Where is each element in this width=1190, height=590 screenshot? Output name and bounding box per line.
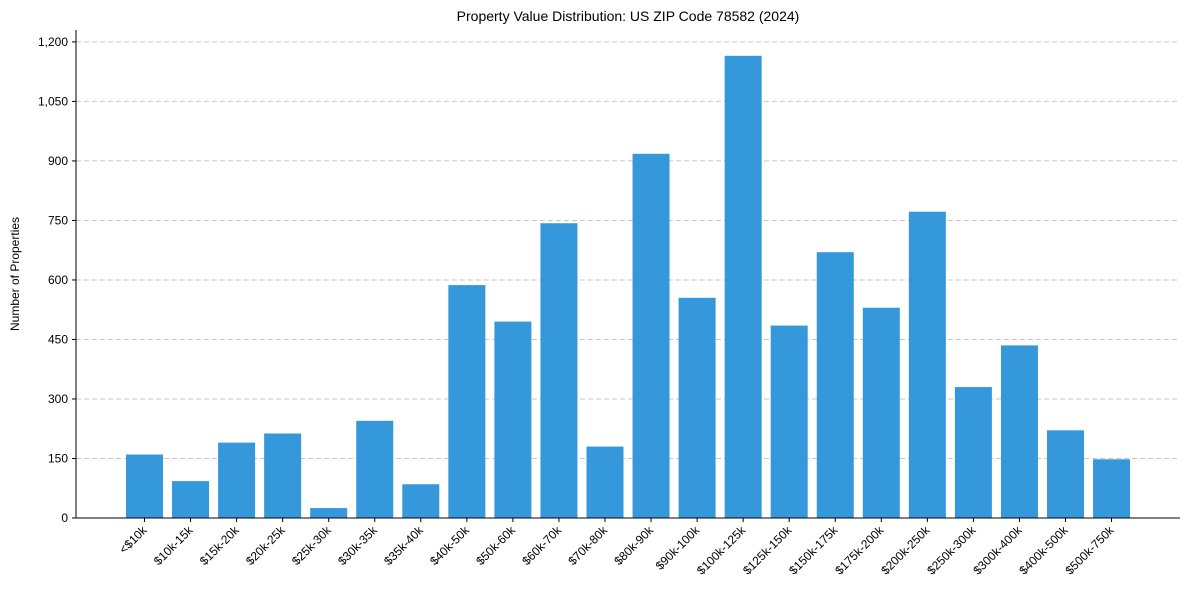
bar bbox=[310, 508, 348, 518]
y-tick-label: 600 bbox=[48, 273, 68, 287]
bar bbox=[1047, 430, 1084, 518]
bar bbox=[586, 446, 624, 518]
bar bbox=[678, 297, 716, 518]
bar bbox=[126, 454, 163, 518]
bar bbox=[402, 484, 440, 518]
x-tick-label: $25k-30k bbox=[289, 523, 335, 569]
y-axis-ticks: 0 150 300 450 600 750 900 1,050 1,200 bbox=[38, 35, 76, 525]
x-tick-label: $20k-25k bbox=[243, 523, 289, 569]
bar bbox=[908, 211, 946, 518]
y-tick-label: 750 bbox=[48, 213, 68, 227]
bar bbox=[264, 433, 302, 518]
x-tick-label: $35k-40k bbox=[381, 523, 427, 569]
bar bbox=[448, 285, 486, 518]
y-tick-label: 900 bbox=[48, 154, 68, 168]
x-tick-label: $80k-90k bbox=[611, 523, 657, 569]
y-tick-label: 300 bbox=[48, 392, 68, 406]
x-tick-label: $40k-50k bbox=[427, 523, 473, 569]
bar bbox=[632, 153, 670, 518]
bar bbox=[724, 55, 762, 519]
x-tick-label: $500k-750k bbox=[1062, 523, 1117, 578]
y-tick-label: 150 bbox=[48, 451, 68, 465]
bar bbox=[1093, 459, 1131, 518]
bar bbox=[816, 252, 854, 518]
x-tick-label: <$10k bbox=[116, 523, 150, 557]
bar bbox=[540, 223, 578, 519]
bar bbox=[1000, 345, 1038, 518]
bar bbox=[172, 481, 210, 518]
x-tick-label: $60k-70k bbox=[519, 523, 565, 569]
gridlines bbox=[76, 41, 1180, 459]
x-tick-label: $70k-80k bbox=[565, 523, 611, 569]
x-tick-label: $10k-15k bbox=[151, 523, 197, 569]
chart-title: Property Value Distribution: US ZIP Code… bbox=[457, 8, 800, 24]
x-tick-label: $30k-35k bbox=[335, 523, 381, 569]
y-tick-label: 450 bbox=[48, 332, 68, 346]
bar bbox=[494, 321, 532, 518]
y-tick-label: 1,050 bbox=[38, 94, 68, 108]
bar bbox=[218, 442, 256, 518]
bar bbox=[862, 307, 900, 518]
x-tick-label: $15k-20k bbox=[197, 523, 243, 569]
x-tick-label: $50k-60k bbox=[473, 523, 519, 569]
bar bbox=[356, 420, 394, 518]
bar bbox=[954, 387, 992, 518]
bar bbox=[770, 325, 808, 518]
y-axis-label: Number of Properties bbox=[8, 217, 22, 331]
bars bbox=[126, 55, 1131, 519]
y-tick-label: 0 bbox=[61, 511, 68, 525]
x-axis-ticks: <$10k $10k-15k $15k-20k $20k-25k $25k-30k $30… bbox=[116, 518, 1117, 577]
y-tick-label: 1,200 bbox=[38, 35, 68, 49]
